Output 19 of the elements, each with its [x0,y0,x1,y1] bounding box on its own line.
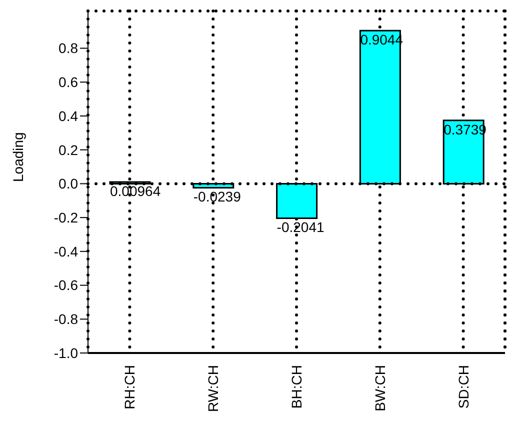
x-tick-label: BH:CH [288,365,304,409]
y-tick-label: 0.6 [58,74,78,90]
y-axis-title: Loading [10,132,26,182]
y-tick-label: 0.2 [58,142,78,158]
y-tick-label: -0.8 [54,311,78,328]
y-tick-label: 0.4 [58,108,78,124]
y-tick-label: 0.8 [58,40,78,56]
y-tick-label: -0.2 [54,210,78,226]
x-tick-label: SD:CH [455,365,472,409]
x-tick-label: RH:CH [122,365,138,410]
x-tick-label: RW:CH [205,365,222,412]
y-tick-label: -0.4 [54,243,78,260]
y-tick-label: -1.0 [54,344,78,361]
data-label: -0.2041 [276,219,324,236]
data-label: -0.0239 [193,188,242,205]
y-tick-label: -0.6 [54,277,78,294]
x-tick-label: BW:CH [372,365,388,412]
data-label: 0.00964 [110,183,161,200]
y-tick-label: 0.0 [58,176,78,192]
